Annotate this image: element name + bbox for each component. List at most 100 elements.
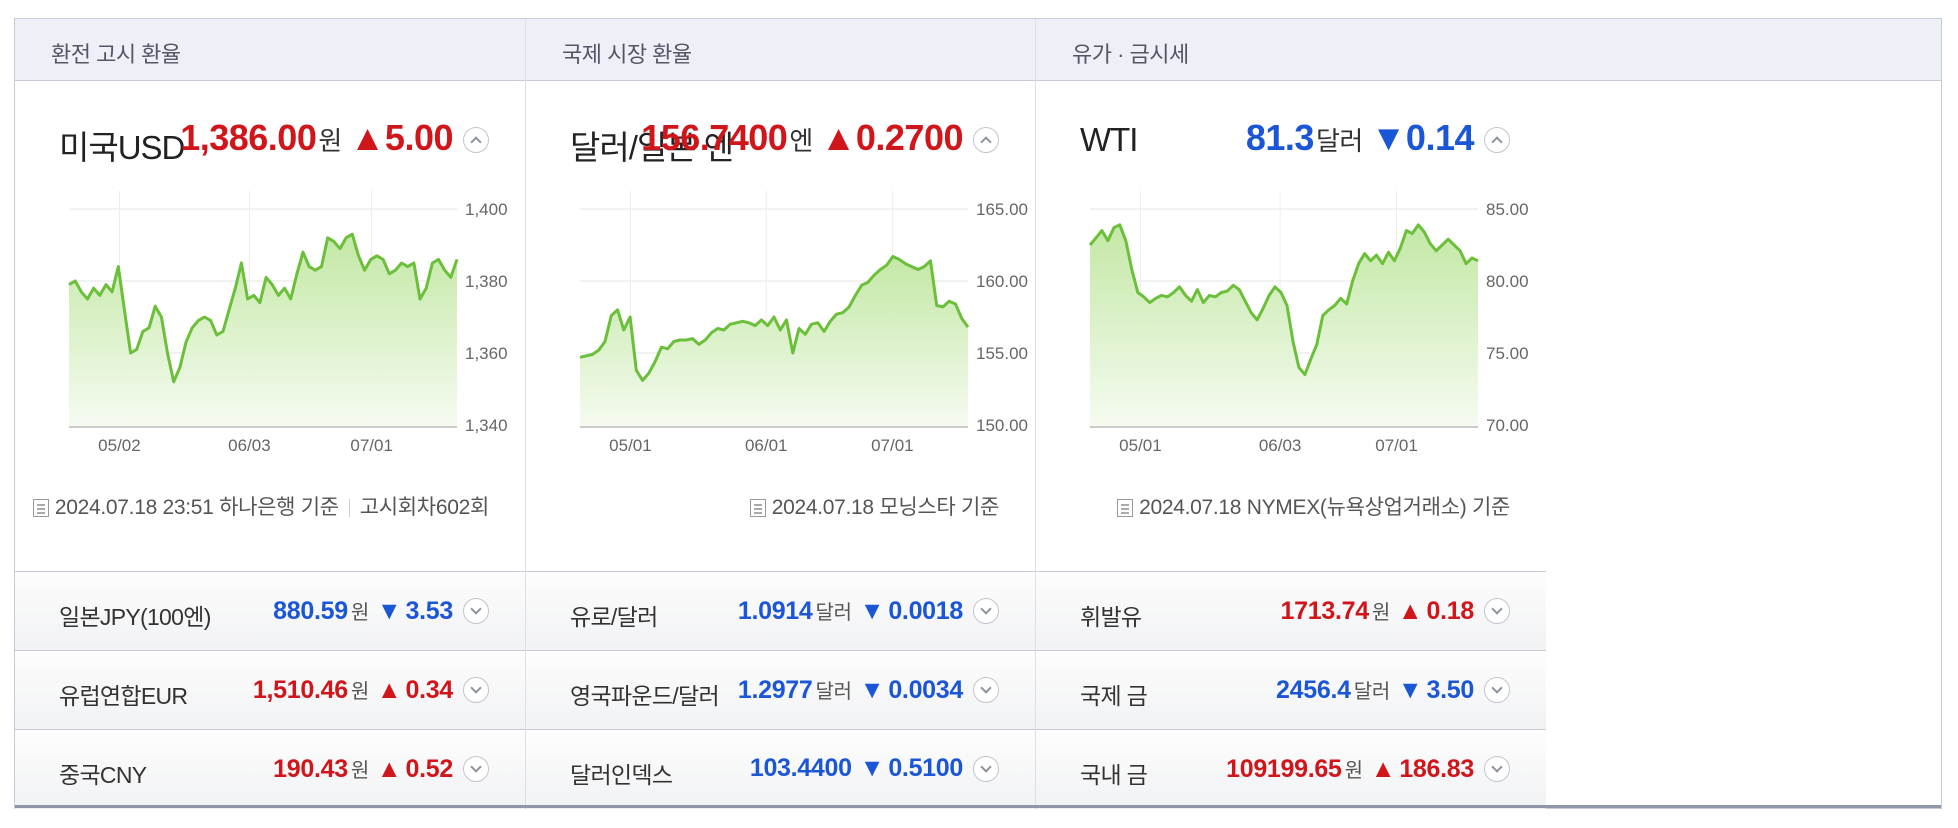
x-tick-label: 06/03: [1259, 436, 1302, 451]
item-change: 3.50: [1426, 676, 1475, 704]
main-quote-value: 1,386.00원 ▲5.00: [180, 117, 453, 159]
item-value: 1.2977 달러 ▼ 0.0034: [738, 675, 963, 705]
item-value: 1,510.46 원 ▲ 0.34: [253, 675, 453, 705]
main-price: 156.7400: [641, 117, 788, 158]
main-unit: 달러: [1315, 126, 1363, 156]
x-tick-label: 07/01: [1375, 436, 1418, 451]
y-tick-label: 160.00: [976, 272, 1028, 291]
y-tick-label: 1,400: [465, 200, 508, 219]
item-name[interactable]: 달러인덱스: [570, 762, 673, 788]
bottom-border: [15, 805, 1941, 808]
item-unit: 달러: [1353, 681, 1391, 703]
item-price: 2456.4: [1276, 676, 1351, 704]
list-item[interactable]: 달러인덱스 103.4400 ▼ 0.5100: [526, 729, 1035, 809]
source-info: 2024.07.18 23:51 하나은행 기준 고시회차602회: [32, 491, 490, 521]
item-price: 109199.65: [1226, 755, 1342, 783]
collapse-button[interactable]: [973, 127, 999, 153]
list-item[interactable]: 일본JPY(100엔) 880.59 원 ▼ 3.53: [15, 571, 525, 651]
quote-list: 유로/달러 1.0914 달러 ▼ 0.0018 영국파운드/달러 1.2977 달러…: [526, 571, 1035, 809]
main-quote-name[interactable]: WTI: [1080, 121, 1138, 158]
list-item[interactable]: 유럽연합EUR 1,510.46 원 ▲ 0.34: [15, 650, 525, 730]
change-arrow-icon: ▼: [376, 597, 402, 625]
x-tick-label: 05/02: [98, 436, 141, 451]
main-quote: WTI 81.3달러 ▼0.14 85.00 80.00 75.00 70.00 05/0…: [1036, 81, 1546, 571]
panel-header-title[interactable]: 국제 시장 환율: [562, 42, 692, 67]
main-quote-name[interactable]: 미국USD: [59, 129, 185, 166]
item-name[interactable]: 휘발유: [1080, 604, 1142, 630]
panel-header: 국제 시장 환율: [526, 19, 1035, 81]
expand-button[interactable]: [463, 756, 489, 782]
change-arrow-icon: ▼: [859, 597, 885, 625]
price-chart: 1,400 1,380 1,360 1,340 05/02 06/03 07/01: [68, 191, 508, 451]
item-unit: 원: [1344, 760, 1363, 782]
series-area: [580, 256, 968, 427]
expand-button[interactable]: [1484, 756, 1510, 782]
change-arrow-icon: ▼: [1397, 676, 1423, 704]
document-icon: [749, 499, 766, 517]
expand-button[interactable]: [1484, 598, 1510, 624]
item-unit: 원: [350, 681, 369, 703]
x-tick-label: 05/01: [1119, 436, 1162, 451]
change-arrow-icon: ▲: [376, 676, 402, 704]
x-tick-label: 06/03: [228, 436, 271, 451]
expand-button[interactable]: [463, 598, 489, 624]
oil-gold-panel: 유가 · 금시세 WTI 81.3달러 ▼0.14 85.00 80.00 75.00…: [1035, 19, 1941, 809]
item-value: 103.4400 ▼ 0.5100: [750, 754, 963, 783]
y-tick-label: 70.00: [1486, 416, 1529, 435]
collapse-button[interactable]: [1484, 127, 1510, 153]
change-arrow-icon: ▼: [1370, 117, 1407, 158]
item-change: 0.0018: [888, 597, 963, 625]
x-tick-label: 07/01: [871, 436, 914, 451]
quote-list: 휘발유 1713.74 원 ▲ 0.18 국제 금 2456.4 달러 ▼ 3.50 국…: [1036, 571, 1546, 809]
item-price: 1,510.46: [252, 676, 348, 704]
list-item[interactable]: 휘발유 1713.74 원 ▲ 0.18: [1036, 571, 1546, 651]
item-value: 190.43 원 ▲ 0.52: [273, 754, 453, 784]
collapse-button[interactable]: [463, 127, 489, 153]
y-tick-label: 165.00: [976, 200, 1028, 219]
main-price: 81.3: [1245, 117, 1315, 158]
item-name[interactable]: 일본JPY(100엔): [59, 604, 211, 630]
item-price: 880.59: [273, 597, 348, 625]
item-unit: 원: [1371, 602, 1390, 624]
panel-header-title[interactable]: 유가 · 금시세: [1072, 42, 1189, 67]
panel-header-title[interactable]: 환전 고시 환율: [51, 42, 181, 67]
item-name[interactable]: 중국CNY: [59, 762, 147, 788]
list-item[interactable]: 유로/달러 1.0914 달러 ▼ 0.0018: [526, 571, 1035, 651]
divider: [348, 499, 350, 517]
expand-button[interactable]: [973, 756, 999, 782]
item-unit: 달러: [815, 602, 853, 624]
y-tick-label: 75.00: [1486, 344, 1529, 363]
expand-button[interactable]: [1484, 677, 1510, 703]
item-name[interactable]: 영국파운드/달러: [570, 683, 720, 709]
expand-button[interactable]: [463, 677, 489, 703]
list-item[interactable]: 국내 금 109199.65 원 ▲ 186.83: [1036, 729, 1546, 809]
source-extra: 고시회차602회: [359, 496, 490, 519]
item-name[interactable]: 국내 금: [1080, 762, 1148, 788]
item-price: 103.4400: [749, 754, 852, 782]
item-name[interactable]: 국제 금: [1080, 683, 1148, 709]
series-line: [68, 232, 459, 384]
list-item[interactable]: 영국파운드/달러 1.2977 달러 ▼ 0.0034: [526, 650, 1035, 730]
main-change: 0.14: [1405, 117, 1475, 158]
item-unit: 달러: [815, 681, 853, 703]
change-arrow-icon: ▲: [1397, 597, 1423, 625]
main-unit: 원: [318, 126, 342, 156]
list-item[interactable]: 국제 금 2456.4 달러 ▼ 3.50: [1036, 650, 1546, 730]
source-info: 2024.07.18 모닝스타 기준: [749, 491, 999, 521]
item-change: 0.18: [1426, 597, 1475, 625]
series-area: [69, 234, 457, 427]
main-quote: 미국USD 1,386.00원 ▲5.00 1,400 1,380 1,360 1,34…: [15, 81, 525, 571]
source-info: 2024.07.18 NYMEX(뉴욕상업거래소) 기준: [1117, 491, 1510, 521]
panel-header: 유가 · 금시세: [1036, 19, 1941, 81]
list-item[interactable]: 중국CNY 190.43 원 ▲ 0.52: [15, 729, 525, 809]
expand-button[interactable]: [973, 677, 999, 703]
international-rate-panel: 국제 시장 환율 달러/일본 엔 156.7400엔 ▲0.2700 165.00…: [525, 19, 1035, 809]
item-change: 186.83: [1399, 755, 1474, 783]
item-name[interactable]: 유럽연합EUR: [59, 683, 188, 709]
change-arrow-icon: ▲: [1370, 755, 1396, 783]
item-unit: 원: [350, 602, 369, 624]
expand-button[interactable]: [973, 598, 999, 624]
main-quote-name[interactable]: 달러/일본 엔: [570, 129, 734, 166]
item-name[interactable]: 유로/달러: [570, 604, 658, 630]
change-arrow-icon: ▲: [376, 755, 402, 783]
